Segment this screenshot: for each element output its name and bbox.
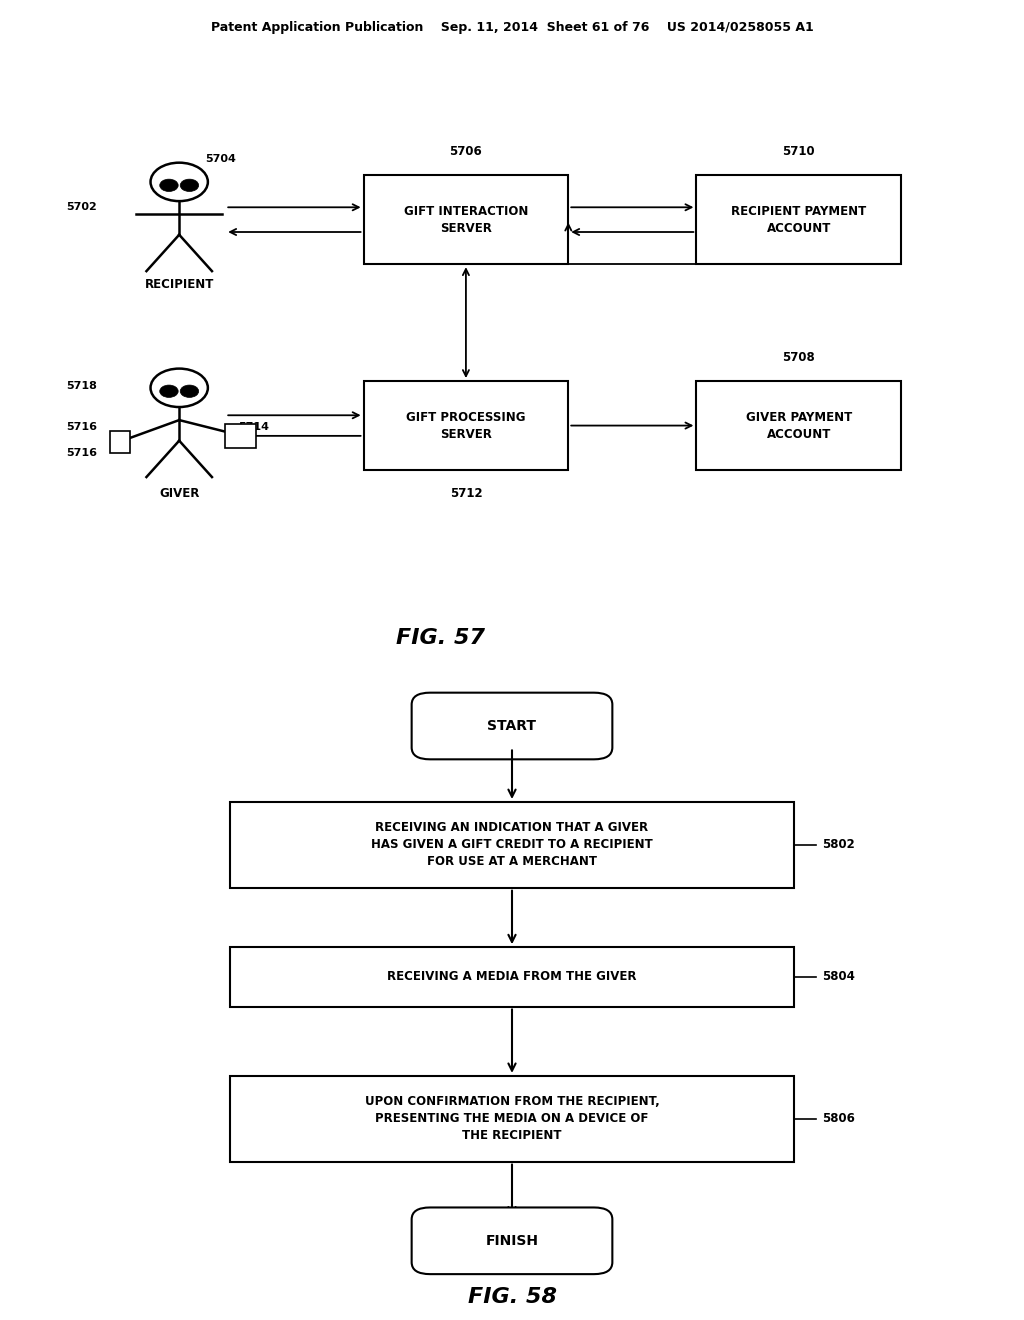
FancyBboxPatch shape [364, 176, 568, 264]
FancyBboxPatch shape [412, 693, 612, 759]
Text: 5806: 5806 [822, 1113, 855, 1125]
Text: START: START [487, 719, 537, 733]
FancyBboxPatch shape [412, 1208, 612, 1274]
Circle shape [180, 385, 199, 397]
Text: RECEIVING A MEDIA FROM THE GIVER: RECEIVING A MEDIA FROM THE GIVER [387, 970, 637, 983]
Text: 5804: 5804 [822, 970, 855, 983]
Text: 5716: 5716 [67, 447, 97, 458]
Text: 5712: 5712 [450, 487, 482, 500]
Text: 5802: 5802 [822, 838, 855, 851]
FancyBboxPatch shape [364, 381, 568, 470]
Text: 5716: 5716 [67, 422, 97, 432]
FancyBboxPatch shape [225, 424, 256, 447]
FancyBboxPatch shape [696, 381, 901, 470]
Text: RECIPIENT: RECIPIENT [144, 279, 214, 290]
FancyBboxPatch shape [230, 801, 794, 887]
Text: GIFT INTERACTION
SERVER: GIFT INTERACTION SERVER [403, 205, 528, 235]
Text: GIVER PAYMENT
ACCOUNT: GIVER PAYMENT ACCOUNT [745, 411, 852, 441]
Text: FIG. 57: FIG. 57 [396, 628, 484, 648]
FancyBboxPatch shape [696, 176, 901, 264]
Text: 5710: 5710 [782, 145, 815, 158]
Text: RECIPIENT PAYMENT
ACCOUNT: RECIPIENT PAYMENT ACCOUNT [731, 205, 866, 235]
Text: GIVER: GIVER [159, 487, 200, 500]
FancyBboxPatch shape [110, 432, 130, 453]
Text: FIG. 58: FIG. 58 [468, 1287, 556, 1307]
Text: 5706: 5706 [450, 145, 482, 158]
Circle shape [160, 180, 178, 191]
Circle shape [160, 385, 178, 397]
Text: RECEIVING AN INDICATION THAT A GIVER
HAS GIVEN A GIFT CREDIT TO A RECIPIENT
FOR : RECEIVING AN INDICATION THAT A GIVER HAS… [371, 821, 653, 869]
Circle shape [180, 180, 199, 191]
Text: 5718: 5718 [67, 380, 97, 391]
Text: UPON CONFIRMATION FROM THE RECIPIENT,
PRESENTING THE MEDIA ON A DEVICE OF
THE RE: UPON CONFIRMATION FROM THE RECIPIENT, PR… [365, 1096, 659, 1142]
Text: 5708: 5708 [782, 351, 815, 364]
Text: 5702: 5702 [67, 202, 97, 213]
Text: 5714: 5714 [239, 422, 269, 432]
Text: FINISH: FINISH [485, 1234, 539, 1247]
FancyBboxPatch shape [230, 948, 794, 1006]
Text: Patent Application Publication    Sep. 11, 2014  Sheet 61 of 76    US 2014/02580: Patent Application Publication Sep. 11, … [211, 21, 813, 33]
FancyBboxPatch shape [230, 1076, 794, 1162]
Text: GIFT PROCESSING
SERVER: GIFT PROCESSING SERVER [407, 411, 525, 441]
Text: 5704: 5704 [205, 154, 236, 164]
